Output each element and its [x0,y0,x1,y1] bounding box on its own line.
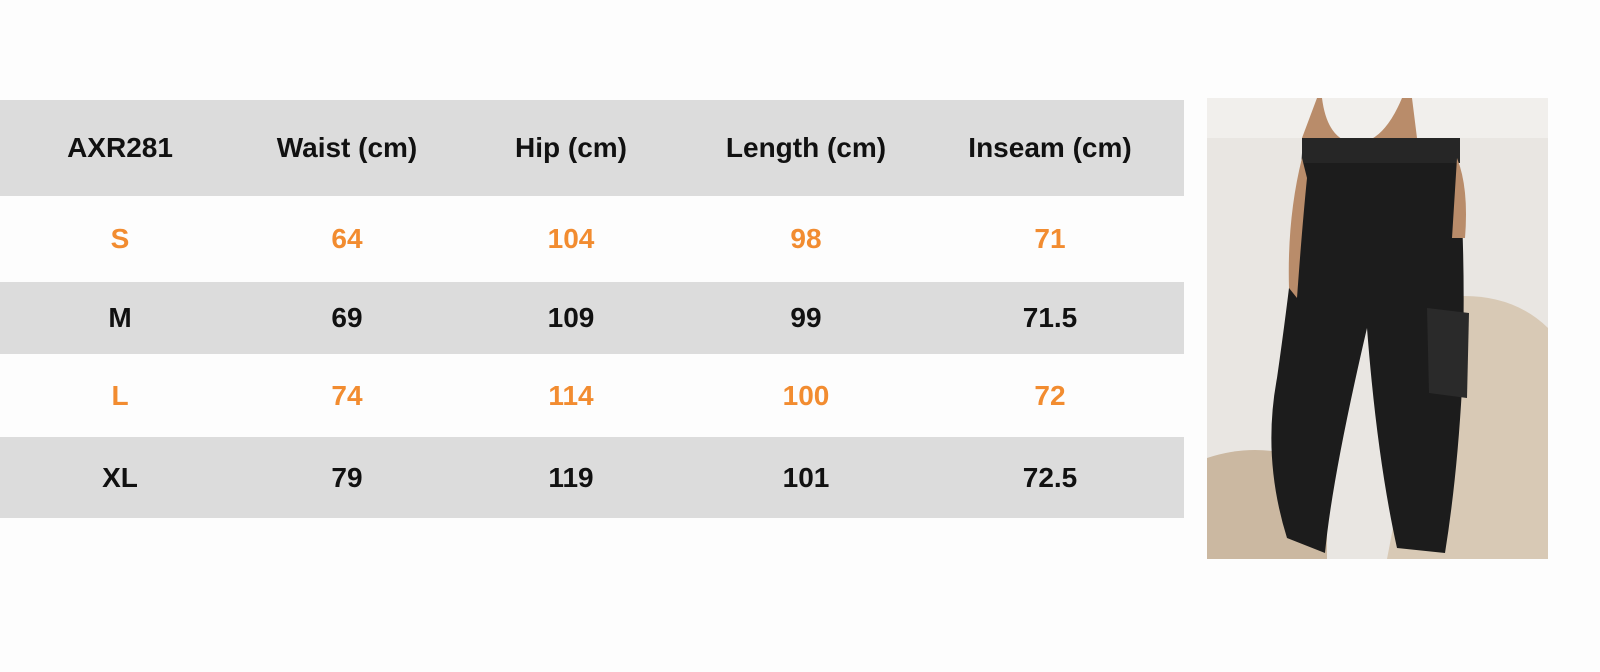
header-row-cell: Waist (cm) [276,132,418,163]
size-table: AXR281 Waist (cm) Hip (cm) Length (cm) Insea… [0,100,1184,518]
size-row-cell: 114 [548,379,594,411]
size-row-cell: 119 [548,461,594,493]
size-row-cell: 64 [331,223,363,254]
size-row-cell: 72 [1034,379,1066,411]
size-row: L 74 114 100 72 [0,354,1184,437]
size-row-cell: 104 [547,223,595,254]
size-row-cell: L [111,379,129,411]
size-row-cell: 101 [782,461,830,493]
size-row-cell: 100 [782,379,830,411]
size-row-cell: 99 [790,302,822,333]
size-row-cell: 69 [331,302,363,333]
product-photo [1207,98,1548,559]
size-row-cell: XL [102,461,138,493]
size-row-cell: 74 [331,379,363,411]
size-row: S 64 104 98 71 [0,196,1184,282]
size-row-cell: S [110,223,130,254]
size-row: M 69 109 99 71.5 [0,282,1184,354]
size-row-cell: 71.5 [1022,302,1078,333]
size-row-cell: 109 [547,302,595,333]
size-row-cell: 72.5 [1022,461,1078,493]
header-row-cell: AXR281 [67,132,173,163]
size-row-cell: 79 [331,461,363,493]
size-row: XL 79 119 101 72.5 [0,437,1184,518]
size-row-cell: 71 [1034,223,1066,254]
header-row: AXR281 Waist (cm) Hip (cm) Length (cm) Insea… [0,100,1184,196]
header-row-cell: Length (cm) [725,132,887,163]
size-row-cell: 98 [790,223,822,254]
size-row-cell: M [108,302,132,333]
header-row-cell: Inseam (cm) [968,132,1132,163]
header-row-cell: Hip (cm) [515,132,627,163]
